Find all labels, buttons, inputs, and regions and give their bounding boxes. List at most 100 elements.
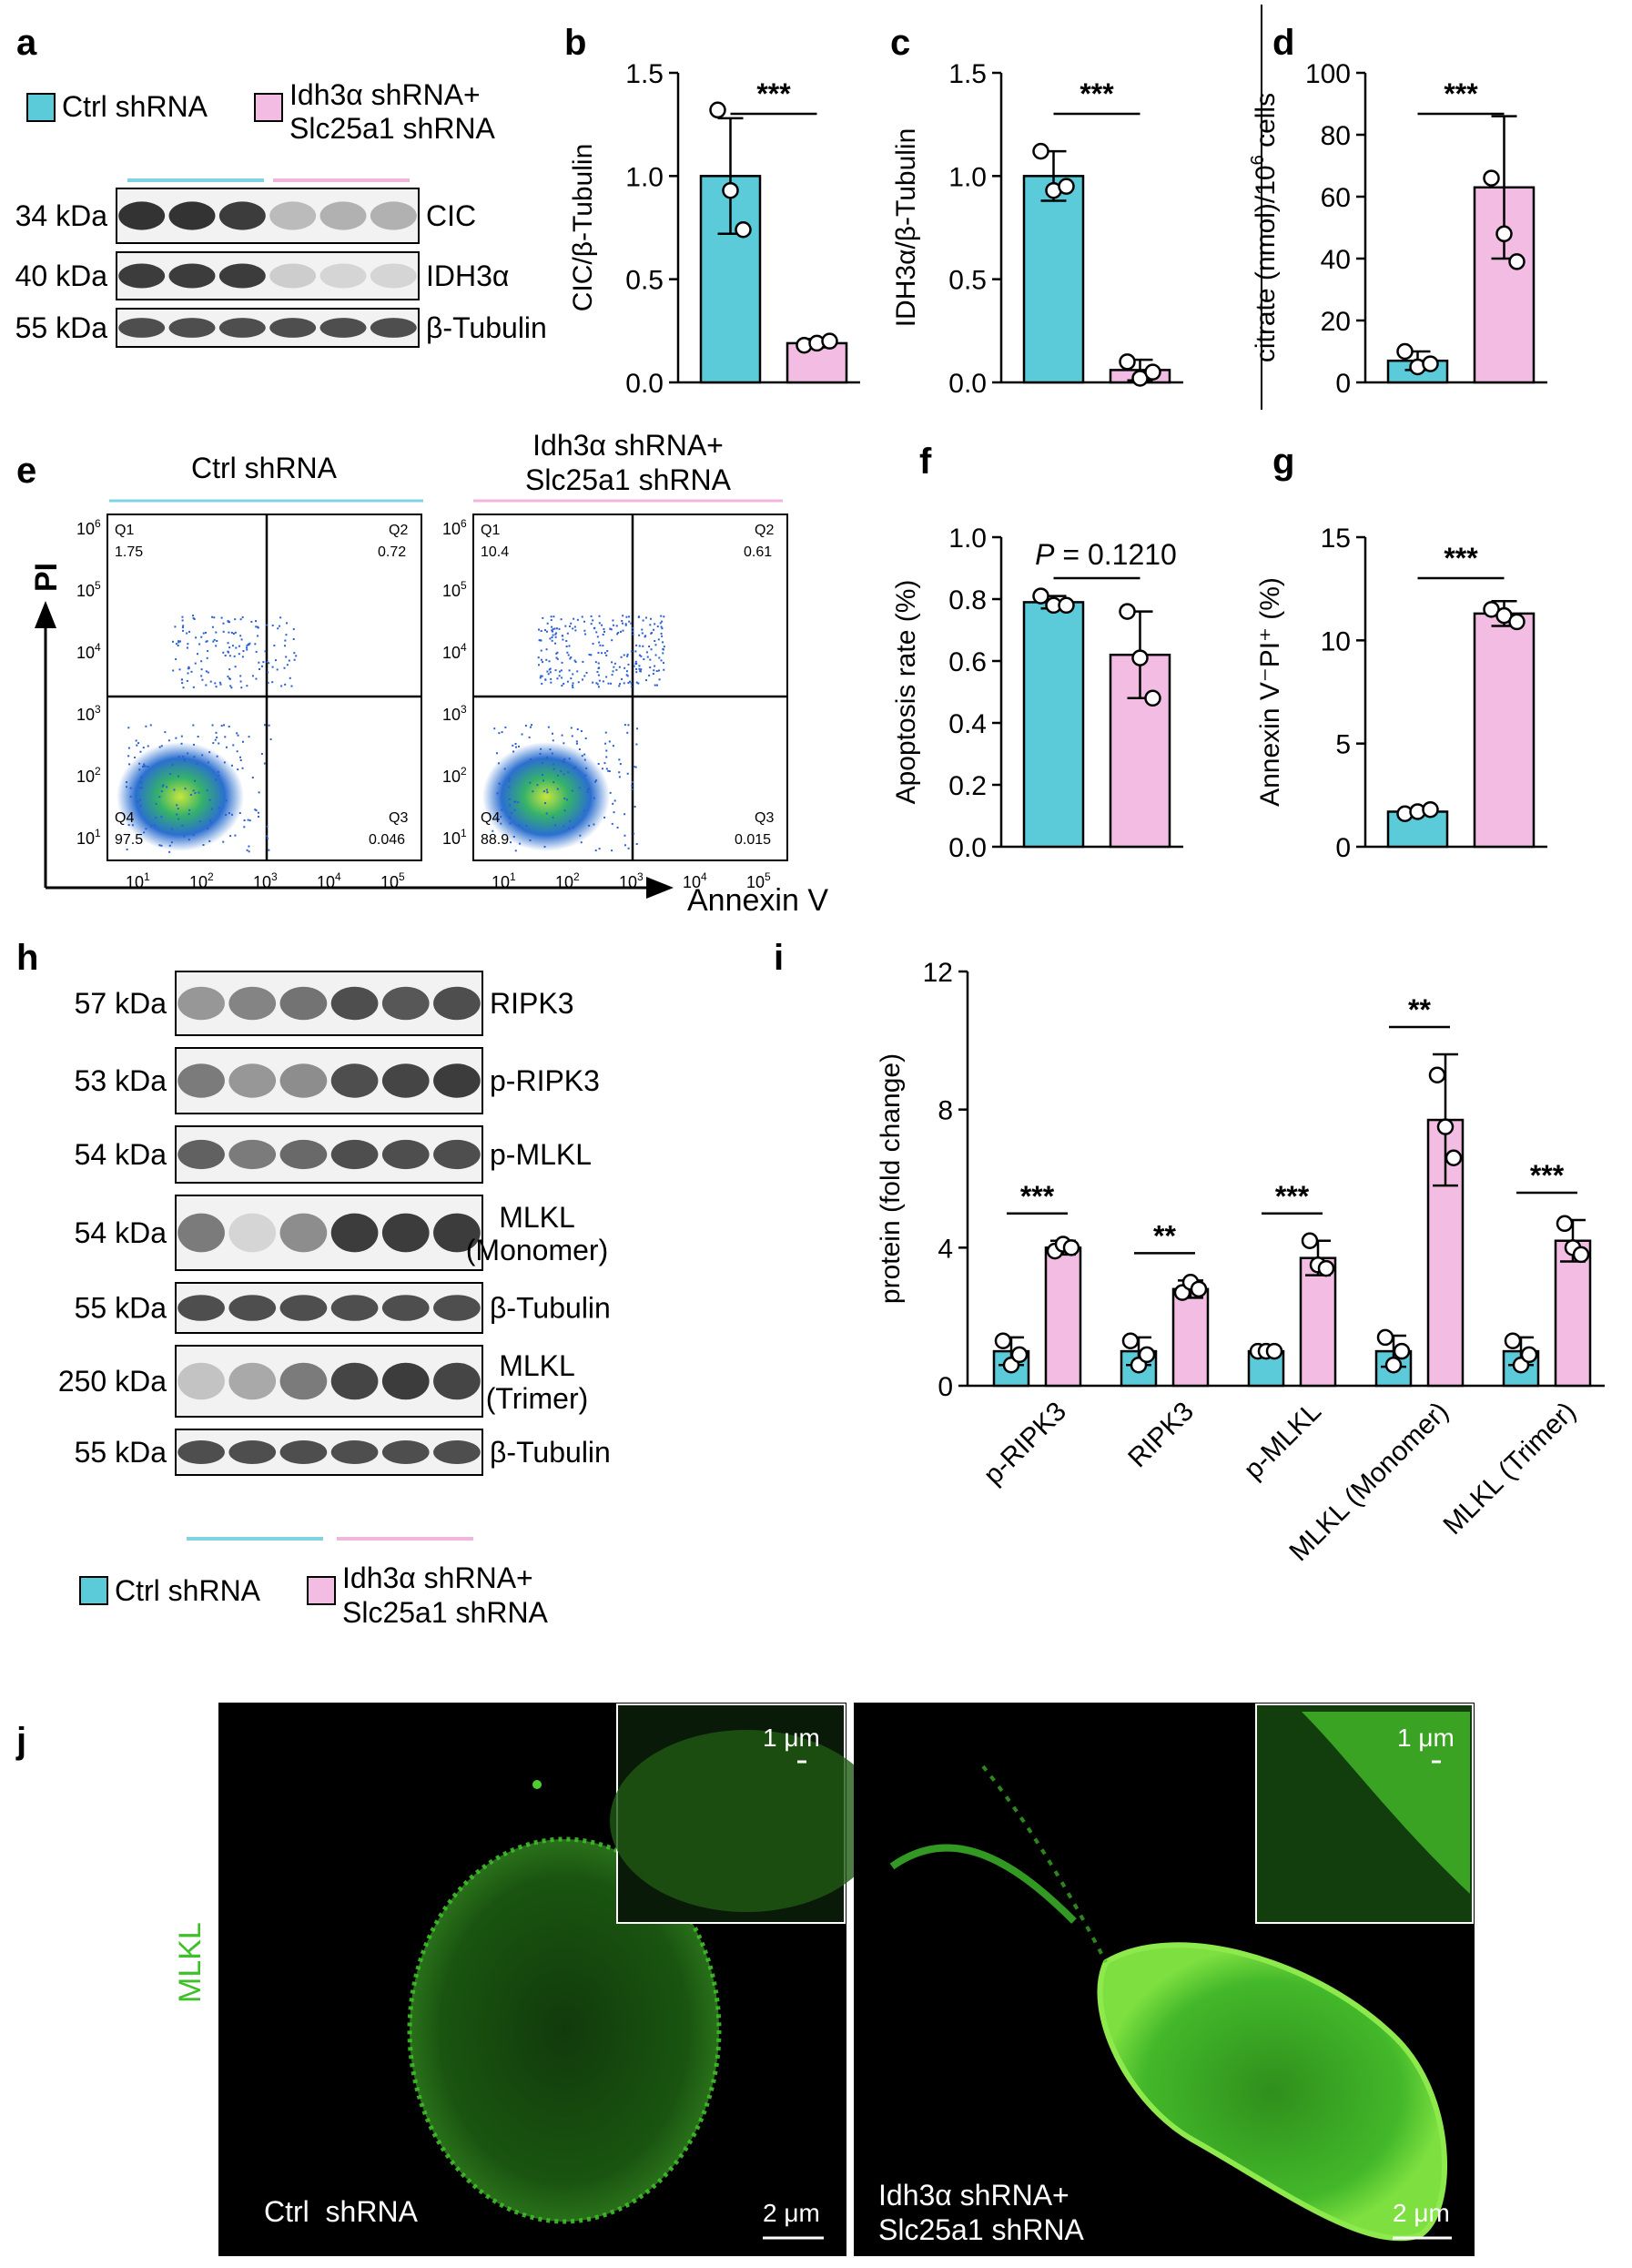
flow-event: [147, 766, 149, 768]
flow-y-tick: 105: [76, 579, 101, 600]
flow-event: [620, 656, 623, 658]
quadrant-label: 0.015: [735, 832, 771, 848]
flow-event: [182, 625, 185, 627]
flow-event: [542, 762, 544, 765]
flow-event: [648, 674, 651, 676]
data-point: [1495, 225, 1513, 243]
flow-event: [567, 654, 570, 656]
flow-event: [175, 658, 177, 661]
flow-event: [258, 791, 260, 794]
flow-event: [649, 624, 652, 626]
y-tick-label: 1.0: [948, 524, 987, 554]
flow-event: [512, 836, 515, 839]
flow-event: [225, 746, 228, 748]
flow-event: [617, 631, 620, 634]
blot-band: [228, 1362, 277, 1400]
kd-cell-label-2: Slc25a1 shRNA: [878, 2213, 1085, 2246]
flow-event: [601, 624, 603, 626]
flow-event: [570, 656, 573, 659]
flow-event: [206, 656, 208, 659]
flow-event: [286, 622, 289, 625]
y-tick-label: 0.6: [948, 647, 987, 677]
flow-event: [632, 633, 634, 636]
flow-event: [586, 790, 589, 793]
flow-event: [182, 755, 185, 758]
quadrant-label: Q4: [115, 810, 134, 826]
flow-event: [634, 766, 637, 768]
flow-event: [616, 633, 619, 636]
flow-y-tick: 102: [442, 765, 467, 786]
data-point: [1422, 800, 1439, 819]
flow-x-tick: 105: [746, 870, 771, 891]
flow-event: [217, 770, 219, 773]
y-tick-label: 0.5: [948, 266, 987, 296]
quadrant-label: Q3: [755, 810, 774, 826]
flow-event: [246, 646, 248, 649]
flow-event: [580, 841, 583, 844]
flow-event: [638, 615, 641, 618]
blot-band: [433, 1063, 481, 1098]
flow-event: [631, 780, 634, 783]
flow-event: [604, 731, 607, 734]
flow-event: [553, 824, 556, 827]
panel-letter-j: j: [15, 1721, 26, 1761]
flow-event: [538, 628, 541, 631]
blot-protein-label: β-Tubulin: [490, 1292, 611, 1325]
flow-event: [230, 764, 233, 767]
y-tick-label: 0: [1335, 369, 1351, 399]
blot-kda-label: 54 kDa: [75, 1138, 167, 1171]
flow-event: [549, 748, 552, 751]
flow-event: [590, 654, 593, 656]
flow-event: [208, 751, 211, 754]
flow-event: [255, 650, 258, 653]
flow-event: [605, 749, 608, 752]
flow-event: [655, 670, 658, 673]
data-point: [1422, 355, 1439, 372]
flow-event: [194, 779, 197, 782]
blot-band: [218, 201, 266, 230]
flow-event: [257, 635, 259, 637]
scale-inset-kd: 1 μm: [1397, 1724, 1455, 1752]
flow-event: [623, 834, 626, 837]
flow-event: [264, 650, 267, 653]
flow-event: [230, 631, 233, 634]
flow-event: [224, 655, 227, 657]
flow-event: [544, 678, 547, 681]
flow-event: [181, 626, 184, 629]
legend-kd-label-1: Idh3α shRNA+: [289, 78, 481, 111]
y-tick-label: 0.5: [625, 266, 664, 296]
flow-event: [180, 742, 183, 745]
flow-event: [569, 657, 572, 660]
flow-event: [631, 788, 634, 791]
blot-protein-label-2: (Trimer): [486, 1382, 589, 1415]
flow-event: [545, 630, 548, 633]
flow-event: [183, 835, 186, 838]
flow-event: [251, 675, 254, 677]
flow-event: [552, 781, 555, 784]
flow-event: [192, 615, 195, 617]
blot-strip: [116, 188, 420, 244]
flow-event: [568, 625, 571, 627]
flow-event: [280, 685, 283, 687]
flow-event: [605, 756, 608, 758]
flow-event: [192, 686, 195, 688]
flow-event: [636, 727, 639, 730]
data-point: [735, 221, 752, 239]
flow-event: [239, 618, 242, 621]
significance-label: **: [1408, 993, 1431, 1026]
flow-event: [289, 676, 291, 679]
flow-event: [551, 752, 553, 755]
flow-event: [521, 733, 523, 736]
flow-event: [208, 798, 211, 801]
flow-event: [603, 816, 606, 819]
flow-event: [498, 782, 501, 785]
flow-event: [248, 850, 250, 853]
flow-event: [293, 652, 296, 655]
flow-event: [177, 640, 180, 643]
data-point: [1119, 353, 1136, 371]
flow-event: [597, 662, 600, 665]
flow-event: [197, 653, 199, 656]
flow-event: [239, 680, 242, 683]
flow-event: [583, 675, 586, 677]
flow-event: [607, 682, 610, 685]
